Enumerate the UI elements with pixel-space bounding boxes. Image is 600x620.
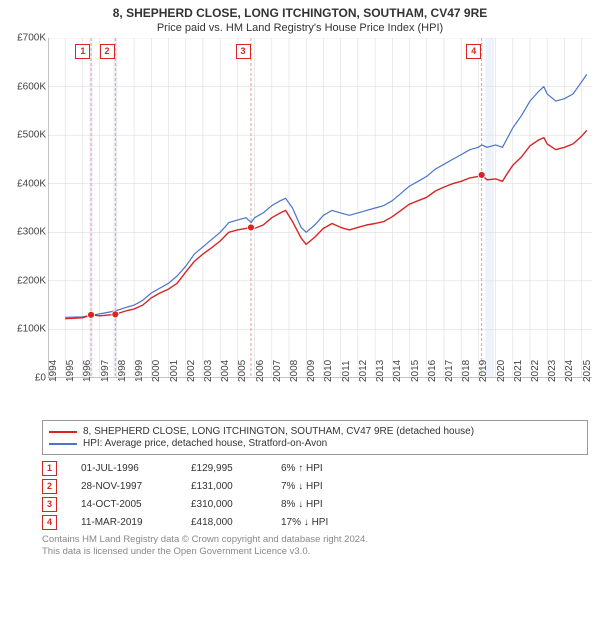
chart-svg	[48, 38, 592, 378]
sale-marker	[88, 311, 95, 318]
transaction-delta: 8% ↓ HPI	[281, 499, 381, 510]
x-tick-label: 2025	[582, 360, 593, 382]
y-tick-label: £600K	[17, 81, 46, 92]
transaction-marker-box: 4	[42, 515, 57, 530]
transaction-date: 11-MAR-2019	[81, 517, 191, 528]
transaction-row: 3 14-OCT-2005£310,0008% ↓ HPI	[42, 497, 588, 512]
legend-swatch	[49, 443, 77, 445]
sale-marker-box: 2	[100, 44, 115, 59]
x-tick-label: 2022	[530, 360, 541, 382]
x-tick-label: 2001	[169, 360, 180, 382]
transaction-price: £310,000	[191, 499, 281, 510]
x-tick-label: 2015	[410, 360, 421, 382]
chart-container: 8, SHEPHERD CLOSE, LONG ITCHINGTON, SOUT…	[0, 0, 600, 620]
sale-marker	[112, 311, 119, 318]
transaction-date: 14-OCT-2005	[81, 499, 191, 510]
transaction-delta: 17% ↓ HPI	[281, 517, 381, 528]
x-tick-label: 2014	[392, 360, 403, 382]
y-tick-label: £0	[35, 373, 46, 384]
x-tick-label: 2018	[461, 360, 472, 382]
footer: Contains HM Land Registry data © Crown c…	[42, 534, 588, 559]
y-tick-label: £500K	[17, 130, 46, 141]
x-axis: 1994199519961997199819992000200120022003…	[48, 378, 592, 418]
sale-marker-box: 3	[236, 44, 251, 59]
y-tick-label: £100K	[17, 324, 46, 335]
x-tick-label: 2016	[427, 360, 438, 382]
sale-marker-box: 4	[466, 44, 481, 59]
series-subject	[65, 130, 587, 318]
transaction-date: 01-JUL-1996	[81, 463, 191, 474]
y-axis: £0£100K£200K£300K£400K£500K£600K£700K	[8, 38, 48, 378]
y-tick-label: £400K	[17, 178, 46, 189]
page-subtitle: Price paid vs. HM Land Registry's House …	[8, 22, 592, 34]
x-tick-label: 1998	[117, 360, 128, 382]
transaction-row: 2 28-NOV-1997£131,0007% ↓ HPI	[42, 479, 588, 494]
transaction-row: 4 11-MAR-2019£418,00017% ↓ HPI	[42, 515, 588, 530]
x-tick-label: 1994	[48, 360, 59, 382]
transaction-marker-box: 1	[42, 461, 57, 476]
y-tick-label: £700K	[17, 33, 46, 44]
x-tick-label: 2009	[306, 360, 317, 382]
plot: 12 3 4	[48, 38, 592, 378]
y-tick-label: £200K	[17, 275, 46, 286]
transaction-marker-box: 3	[42, 497, 57, 512]
x-tick-label: 2011	[341, 360, 352, 382]
legend-label: HPI: Average price, detached house, Stra…	[83, 438, 327, 449]
footer-line-2: This data is licensed under the Open Gov…	[42, 546, 588, 558]
x-tick-label: 2008	[289, 360, 300, 382]
x-tick-label: 2004	[220, 360, 231, 382]
legend: 8, SHEPHERD CLOSE, LONG ITCHINGTON, SOUT…	[42, 420, 588, 455]
x-tick-label: 2010	[323, 360, 334, 382]
transaction-price: £129,995	[191, 463, 281, 474]
x-tick-label: 2023	[547, 360, 558, 382]
chart-area: £0£100K£200K£300K£400K£500K£600K£700K 12…	[8, 38, 592, 418]
x-tick-label: 2012	[358, 360, 369, 382]
x-tick-label: 2017	[444, 360, 455, 382]
x-tick-label: 1995	[65, 360, 76, 382]
footer-line-1: Contains HM Land Registry data © Crown c…	[42, 534, 588, 546]
y-tick-label: £300K	[17, 227, 46, 238]
sale-marker-box: 1	[75, 44, 90, 59]
x-tick-label: 2024	[564, 360, 575, 382]
x-tick-label: 2019	[478, 360, 489, 382]
x-tick-label: 2006	[255, 360, 266, 382]
x-tick-label: 2000	[151, 360, 162, 382]
transaction-date: 28-NOV-1997	[81, 481, 191, 492]
x-tick-label: 1999	[134, 360, 145, 382]
transaction-price: £131,000	[191, 481, 281, 492]
transactions-table: 1 01-JUL-1996£129,9956% ↑ HPI 2 28-NOV-1997…	[42, 461, 588, 530]
legend-item: HPI: Average price, detached house, Stra…	[49, 438, 581, 449]
transaction-row: 1 01-JUL-1996£129,9956% ↑ HPI	[42, 461, 588, 476]
transaction-delta: 6% ↑ HPI	[281, 463, 381, 474]
x-tick-label: 1996	[82, 360, 93, 382]
sale-marker	[478, 171, 485, 178]
x-tick-label: 1997	[100, 360, 111, 382]
sale-marker	[247, 224, 254, 231]
x-tick-label: 2007	[272, 360, 283, 382]
x-tick-label: 2005	[237, 360, 248, 382]
transaction-price: £418,000	[191, 517, 281, 528]
legend-swatch	[49, 431, 77, 433]
x-tick-label: 2002	[186, 360, 197, 382]
x-tick-label: 2020	[496, 360, 507, 382]
page-title: 8, SHEPHERD CLOSE, LONG ITCHINGTON, SOUT…	[8, 6, 592, 20]
transaction-marker-box: 2	[42, 479, 57, 494]
x-tick-label: 2003	[203, 360, 214, 382]
legend-item: 8, SHEPHERD CLOSE, LONG ITCHINGTON, SOUT…	[49, 426, 581, 437]
x-tick-label: 2021	[513, 360, 524, 382]
legend-label: 8, SHEPHERD CLOSE, LONG ITCHINGTON, SOUT…	[83, 426, 474, 437]
transaction-delta: 7% ↓ HPI	[281, 481, 381, 492]
x-tick-label: 2013	[375, 360, 386, 382]
